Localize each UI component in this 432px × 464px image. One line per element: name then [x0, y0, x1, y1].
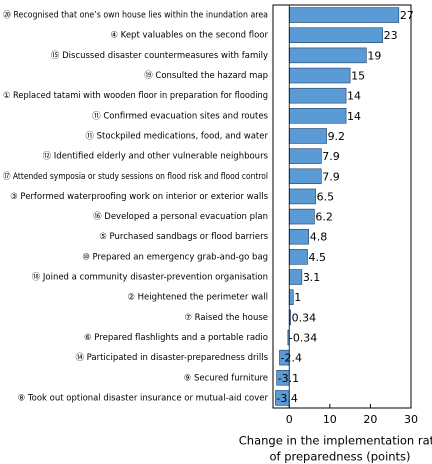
value-label: -3.4	[276, 392, 297, 405]
value-label: 1	[294, 291, 301, 304]
category-label: ⑨ Secured furniture	[184, 373, 268, 383]
category-label: ⑲ Consulted the hazard map	[144, 71, 268, 81]
value-label: 14	[347, 90, 361, 103]
category-label: ⑧ Took out optional disaster insurance o…	[18, 393, 269, 403]
x-tick-label: 20	[363, 413, 377, 426]
category-label: ⑳ Recognised that one’s own house lies w…	[3, 11, 268, 21]
category-label: ⑭ Participated in disaster-preparedness …	[75, 353, 268, 363]
bar	[288, 128, 327, 144]
bar	[288, 67, 351, 84]
bar	[288, 108, 347, 124]
category-label: ⑤ Purchased sandbags or flood barriers	[99, 232, 268, 242]
category-label: ⑰ Attended symposia or study sessions on…	[3, 172, 268, 182]
value-label: 4.5	[309, 251, 327, 264]
value-label: 6.2	[315, 211, 333, 224]
value-label: -0.34	[289, 331, 317, 344]
category-label: ⑮ Discussed disaster countermeasures wit…	[51, 51, 268, 61]
bar	[288, 87, 347, 104]
value-label: 3.1	[303, 271, 321, 284]
bar	[288, 208, 315, 225]
category-label: ③ Performed waterproofing work on interi…	[10, 192, 269, 202]
value-label: 27	[400, 9, 414, 22]
value-label: 7.9	[322, 150, 340, 163]
category-label: ⑩ Prepared an emergency grab-and-go bag	[82, 252, 268, 262]
bar	[288, 228, 310, 245]
value-label: 7.9	[322, 170, 340, 183]
x-tick-label: 10	[323, 413, 337, 426]
value-label: 6.5	[317, 190, 335, 203]
value-label: -3.1	[278, 372, 299, 385]
value-label: 15	[351, 70, 365, 83]
value-label: 23	[384, 29, 398, 42]
value-label: 14	[347, 110, 361, 123]
value-label: 19	[367, 49, 381, 62]
bar	[288, 148, 322, 164]
category-label: ⑯ Developed a personal evacuation plan	[93, 212, 268, 222]
bar	[288, 47, 367, 64]
category-label: ⑥ Prepared flashlights and a portable ra…	[84, 333, 268, 343]
value-label: -2.4	[280, 352, 301, 365]
x-tick-label: 30	[404, 413, 418, 426]
bar	[288, 269, 303, 285]
x-axis-label: of preparedness (points)	[269, 450, 410, 464]
x-tick-label: 0	[286, 413, 293, 426]
category-label: ⑱ Joined a community disaster-prevention…	[32, 273, 268, 283]
plot-frame	[272, 4, 412, 409]
value-label: 4.8	[310, 231, 328, 244]
value-label: 9.2	[328, 130, 346, 143]
bar	[288, 289, 294, 305]
category-label: ⑫ Identified elderly and other vulnerabl…	[43, 152, 269, 162]
category-label: ④ Kept valuables on the second floor	[110, 31, 268, 41]
bar	[288, 27, 383, 43]
x-axis-label: Change in the implementation rate	[239, 434, 432, 448]
category-label: ⑪ Confirmed evacuation sites and routes	[92, 111, 268, 121]
bar	[288, 249, 308, 265]
category-label: ⑪ Stockpiled medications, food, and wate…	[85, 131, 268, 141]
bar	[288, 188, 316, 205]
category-label: ⑦ Raised the house	[184, 313, 268, 323]
bar	[288, 7, 400, 23]
value-label: 0.34	[292, 311, 317, 324]
category-label: ① Replaced tatami with wooden floor in p…	[3, 91, 268, 101]
category-label: ② Heightened the perimeter wall	[127, 293, 268, 303]
bar	[288, 168, 322, 185]
